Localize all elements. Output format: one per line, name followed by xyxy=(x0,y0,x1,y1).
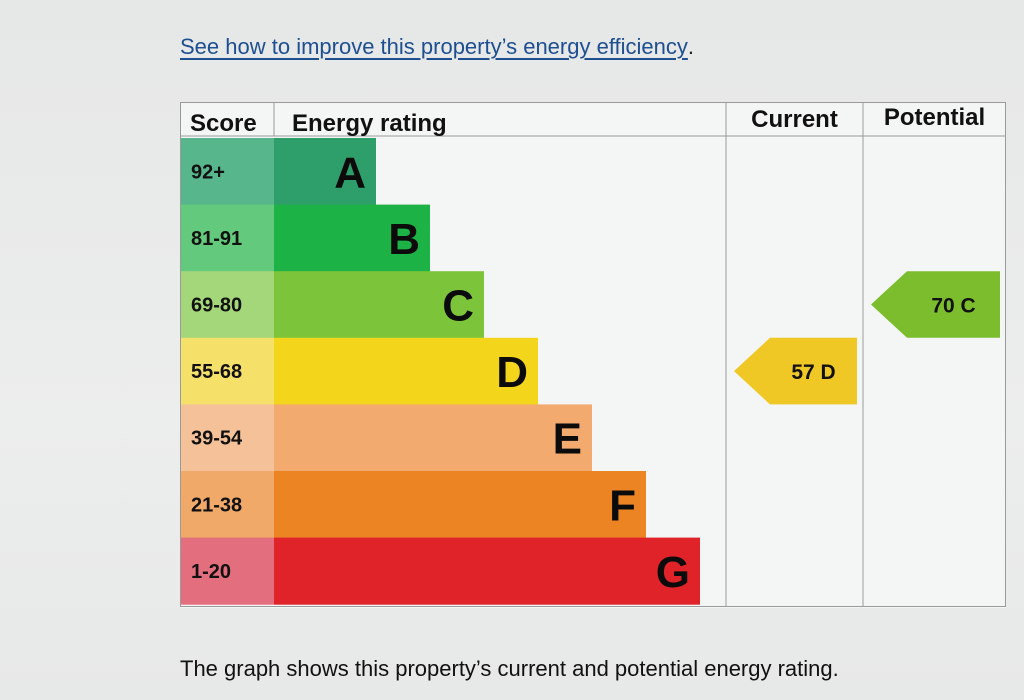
score-label-g: 1-20 xyxy=(191,561,231,583)
score-label-b: 81-91 xyxy=(191,228,242,250)
rating-bar-g xyxy=(274,537,700,605)
rating-bar-e xyxy=(274,404,592,472)
score-cell-e xyxy=(180,404,274,472)
link-period: . xyxy=(687,34,695,59)
rating-letter-g: G xyxy=(656,548,690,597)
improve-link-text[interactable]: See how to improve this property’s energ… xyxy=(180,34,688,59)
chart-caption: The graph shows this property’s current … xyxy=(180,656,839,681)
current-arrow xyxy=(734,337,857,405)
score-label-c: 69-80 xyxy=(191,295,242,317)
rating-bar-a xyxy=(274,138,376,206)
energy-rating-svg: 92+ A 81-91 B 69-80 C 55-68 D 39-54 E 21-38 F 1-20 G S… xyxy=(180,102,1006,608)
header-potential: Potential xyxy=(884,104,985,131)
rating-letter-e: E xyxy=(553,415,582,464)
score-cell-c xyxy=(180,271,274,339)
rating-letter-f: F xyxy=(609,481,636,530)
current-rating-label: 57 D xyxy=(791,361,835,384)
rating-bar-d xyxy=(274,337,538,405)
score-cell-b xyxy=(180,204,274,272)
energy-rating-chart: 92+ A 81-91 B 69-80 C 55-68 D 39-54 E 21-38 F 1-20 G S… xyxy=(180,100,1010,610)
score-cell-d xyxy=(180,337,274,405)
chart-border xyxy=(180,102,1006,607)
score-cell-g xyxy=(180,537,274,605)
potential-rating-label: 70 C xyxy=(931,295,975,318)
rating-bar-c xyxy=(274,271,484,339)
score-label-f: 21-38 xyxy=(191,494,242,516)
rating-letter-c: C xyxy=(442,282,474,331)
header-energy-rating: Energy rating xyxy=(292,110,447,137)
improve-efficiency-link[interactable]: See how to improve this property’s energ… xyxy=(180,34,694,60)
score-cell-f xyxy=(180,471,274,539)
rating-letter-d: D xyxy=(496,348,528,397)
header-score: Score xyxy=(190,110,257,137)
potential-arrow xyxy=(871,271,1000,338)
score-label-d: 55-68 xyxy=(191,361,242,383)
score-label-e: 39-54 xyxy=(191,428,243,450)
rating-letter-b: B xyxy=(388,215,420,264)
rating-letter-a: A xyxy=(334,148,366,197)
rating-bar-b xyxy=(274,204,430,272)
rating-bar-f xyxy=(274,471,646,539)
score-cell-a xyxy=(180,138,274,206)
score-label-a: 92+ xyxy=(191,161,225,183)
header-current: Current xyxy=(751,106,838,133)
